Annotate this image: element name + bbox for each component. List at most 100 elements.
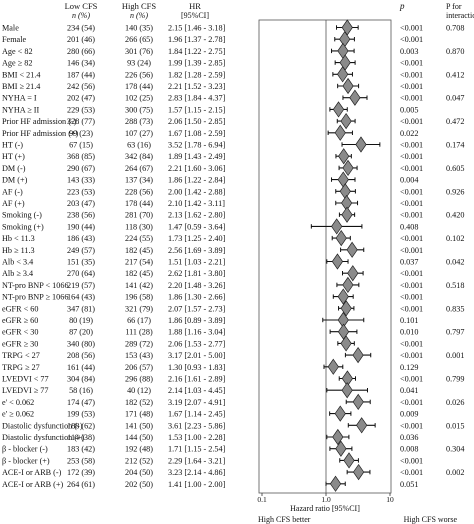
hr-ci-text: 2.83 [1.84 - 4.37] bbox=[168, 94, 226, 103]
subgroup-label: Male bbox=[2, 24, 19, 33]
table-row: DM (-) 290 (67) 264 (67) 2.21 [1.60 - 3.06]… bbox=[2, 159, 464, 177]
p-value: <0.001 bbox=[400, 351, 423, 360]
p-interaction: 0.708 bbox=[446, 24, 464, 33]
p-value: <0.001 bbox=[400, 304, 423, 313]
low-cfs-count: 234 (54) bbox=[67, 24, 95, 33]
subgroup-label: Diastolic dysfunction (+) bbox=[2, 433, 85, 442]
p-value: <0.001 bbox=[400, 339, 423, 348]
low-cfs-count: 290 (67) bbox=[67, 164, 95, 173]
hr-point-diamond bbox=[339, 54, 351, 71]
low-cfs-count: 172 (39) bbox=[67, 468, 95, 477]
hr-point-diamond bbox=[342, 276, 354, 294]
hr-ci-text: 2.21 [1.60 - 3.06] bbox=[168, 164, 226, 173]
subgroup-label: TRPG < 27 bbox=[2, 351, 40, 360]
p-value: <0.001 bbox=[400, 398, 423, 407]
hr-point-diamond bbox=[346, 241, 358, 258]
hr-point-diamond bbox=[338, 148, 350, 165]
low-cfs-count: 219 (57) bbox=[67, 281, 95, 290]
hr-ci-text: 1.86 [0.89 - 3.89] bbox=[168, 316, 226, 325]
high-cfs-count: 321 (79) bbox=[125, 304, 153, 313]
low-cfs-count: 368 (85) bbox=[67, 152, 95, 161]
high-cfs-count: 289 (72) bbox=[125, 339, 153, 348]
hr-ci-text: 2.29 [1.64 - 3.21] bbox=[168, 456, 226, 465]
hr-ci-text: 1.96 [1.37 - 2.78] bbox=[168, 35, 226, 44]
p-value: 0.051 bbox=[400, 480, 418, 489]
p-interaction: 0.799 bbox=[446, 375, 464, 384]
hr-ci-text: 2.06 [1.53 - 2.77] bbox=[168, 339, 226, 348]
hr-ci-text: 1.71 [1.15 - 2.54] bbox=[168, 445, 226, 454]
high-cfs-count: 137 (34) bbox=[125, 176, 153, 185]
subgroup-label: Prior HF admission (+) bbox=[2, 129, 79, 138]
subgroup-label: ACE-I or ARB (+) bbox=[2, 480, 64, 489]
high-cfs-count: 171 (48) bbox=[125, 410, 153, 419]
p-value: 0.036 bbox=[400, 433, 418, 442]
low-cfs-count: 238 (56) bbox=[67, 211, 95, 220]
p-value: 0.009 bbox=[400, 410, 418, 419]
high-cfs-count: 118 (30) bbox=[125, 222, 153, 231]
table-row: NYHA = I 202 (47) 102 (25) 2.83 [1.84 - 4.3… bbox=[2, 89, 464, 106]
subgroup-label: Age ≥ 82 bbox=[2, 59, 32, 68]
header-high-cfs: High CFS bbox=[122, 1, 157, 11]
high-cfs-count: 206 (57) bbox=[125, 363, 153, 372]
hr-point-diamond bbox=[342, 159, 354, 177]
p-interaction: 0.926 bbox=[446, 187, 464, 196]
p-value: 0.003 bbox=[400, 47, 418, 56]
table-row: TRPG < 27 208 (56) 153 (43) 3.17 [2.01 - 5.… bbox=[2, 346, 464, 364]
footer-right: High CFS worse bbox=[404, 515, 458, 524]
table-row: AF (-) 223 (53) 228 (56) 2.00 [1.42 - 2.88]… bbox=[2, 183, 464, 200]
low-cfs-count: 161 (44) bbox=[67, 363, 95, 372]
hr-ci-text: 1.30 [0.93 - 1.83] bbox=[168, 363, 226, 372]
table-row: AF (+) 203 (47) 178 (44) 2.10 [1.42 - 3.11]… bbox=[2, 194, 423, 212]
hr-ci-text: 1.99 [1.39 - 2.85] bbox=[168, 59, 226, 68]
table-row: e' ≥ 0.062 199 (53) 171 (48) 1.67 [1.14 - 2… bbox=[2, 405, 418, 422]
subgroup-label: HT (+) bbox=[2, 152, 25, 161]
table-row: eGFR < 30 87 (20) 111 (28) 1.88 [1.16 - 3.0… bbox=[2, 323, 464, 340]
hr-point-diamond bbox=[349, 89, 361, 106]
subgroup-label: AF (-) bbox=[2, 187, 23, 196]
high-cfs-count: 141 (50) bbox=[125, 421, 153, 430]
low-cfs-count: 174 (47) bbox=[67, 398, 95, 407]
p-value: 0.101 bbox=[400, 316, 418, 325]
subgroup-label: Female bbox=[2, 35, 26, 44]
low-cfs-count: 99 (23) bbox=[69, 129, 93, 138]
hr-ci-text: 1.82 [1.28 - 2.59] bbox=[168, 70, 226, 79]
low-cfs-count: 328 (77) bbox=[67, 117, 95, 126]
p-value: <0.001 bbox=[400, 24, 423, 33]
p-interaction: 0.026 bbox=[446, 398, 464, 407]
column-headers: Low CFS n (%) High CFS n (%) HR [95%CI] … bbox=[65, 1, 474, 20]
high-cfs-count: 288 (73) bbox=[125, 117, 153, 126]
hr-point-diamond bbox=[352, 463, 365, 481]
p-value: 0.041 bbox=[400, 386, 418, 395]
p-value: 0.004 bbox=[400, 176, 418, 185]
x-tick-label: 1.0 bbox=[321, 495, 331, 504]
high-cfs-count: 226 (56) bbox=[125, 70, 153, 79]
p-value: 0.037 bbox=[400, 258, 418, 267]
subgroup-label: LVEDVI ≥ 77 bbox=[2, 386, 49, 395]
subgroup-label: BMI ≥ 21.4 bbox=[2, 82, 40, 91]
low-cfs-count: 188 (62) bbox=[67, 421, 95, 430]
p-value: <0.001 bbox=[400, 281, 423, 290]
table-row: BMI < 21.4 187 (44) 226 (56) 1.82 [1.28 - 2… bbox=[2, 66, 464, 83]
high-cfs-count: 182 (45) bbox=[125, 246, 153, 255]
table-row: Smoking (-) 238 (56) 281 (70) 2.13 [1.62 - … bbox=[2, 206, 464, 223]
hr-ci-text: 2.06 [1.50 - 2.85] bbox=[168, 117, 226, 126]
low-cfs-count: 186 (43) bbox=[67, 234, 95, 243]
header-p: p bbox=[399, 1, 405, 11]
p-value: <0.001 bbox=[400, 375, 423, 384]
x-tick-label: 10 bbox=[386, 495, 394, 504]
subgroup-label: DM (-) bbox=[2, 164, 26, 173]
high-cfs-count: 178 (44) bbox=[125, 82, 153, 91]
p-value: <0.001 bbox=[400, 187, 423, 196]
hr-point-diamond bbox=[341, 206, 353, 223]
hr-ci-text: 2.62 [1.81 - 3.80] bbox=[168, 269, 226, 278]
hr-point-diamond bbox=[340, 335, 352, 352]
hr-point-diamond bbox=[329, 475, 342, 492]
low-cfs-count: 151 (35) bbox=[67, 258, 95, 267]
subgroup-label: eGFR < 60 bbox=[2, 304, 38, 313]
hr-point-diamond bbox=[355, 136, 367, 153]
header-high-n: n (%) bbox=[130, 11, 148, 20]
header-low-n: n (%) bbox=[72, 11, 90, 20]
p-value: <0.001 bbox=[400, 211, 423, 220]
subgroup-label: HT (-) bbox=[2, 141, 23, 150]
high-cfs-count: 266 (65) bbox=[125, 35, 153, 44]
